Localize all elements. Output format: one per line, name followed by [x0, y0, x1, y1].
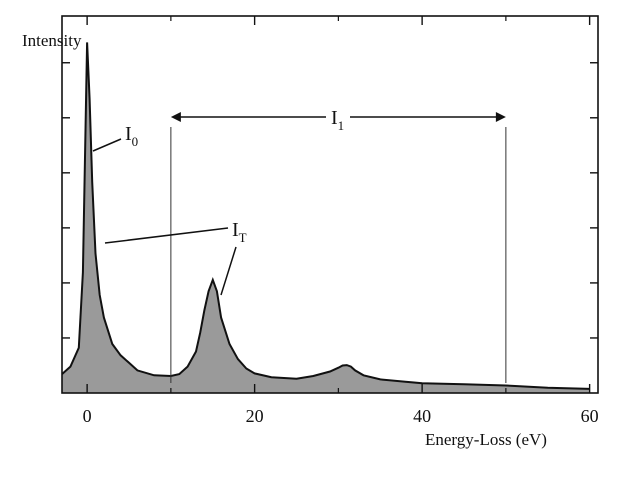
- i1-label: I1: [331, 107, 344, 133]
- i1-label-bg: [326, 104, 350, 130]
- chart-title-area: Intensity Energy-Loss (eV): [22, 31, 547, 449]
- x-axis-label: Energy-Loss (eV): [425, 430, 547, 449]
- x-tick-label: 0: [83, 406, 92, 426]
- x-tick-label: 40: [413, 406, 431, 426]
- x-tick-label: 20: [246, 406, 264, 426]
- arrowhead-right: [495, 112, 506, 122]
- spectrum-area: [62, 42, 590, 394]
- it-pointer-peak: [220, 246, 237, 296]
- plot-area: 0 20 40 60 I1 I0 IT: [61, 15, 599, 426]
- it-pointer-left: [104, 227, 229, 244]
- i0-pointer: [92, 138, 122, 152]
- it-label: IT: [232, 219, 247, 245]
- spectrum-line: [61, 42, 590, 390]
- i0-label: I0: [125, 123, 138, 149]
- arrowhead-left: [170, 112, 181, 122]
- plot-frame: [61, 15, 599, 394]
- x-tick-label: 60: [581, 406, 599, 426]
- y-axis-label: Intensity: [22, 31, 82, 50]
